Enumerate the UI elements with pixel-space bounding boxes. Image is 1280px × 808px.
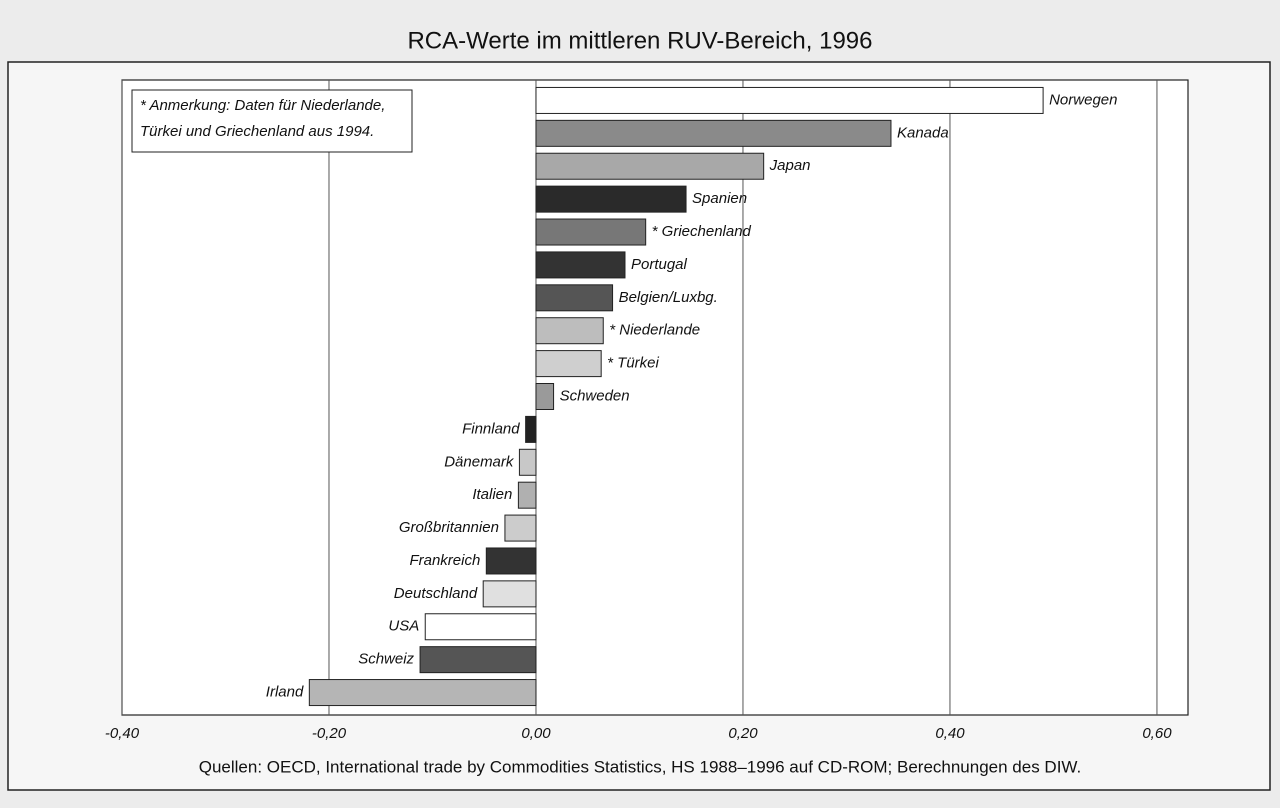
- bar-label: * Griechenland: [652, 223, 752, 240]
- bar-label: Deutschland: [394, 585, 478, 602]
- bar: [482, 580, 537, 608]
- source: Quellen: OECD, International trade by Co…: [199, 757, 1082, 776]
- x-tick-label: 0,20: [728, 725, 758, 742]
- bar-label: Spanien: [692, 190, 747, 207]
- bar: [535, 317, 604, 345]
- bar: [535, 119, 892, 147]
- bar: [308, 679, 537, 707]
- bar-label: Italien: [472, 486, 512, 503]
- x-tick-label: 0,60: [1142, 725, 1172, 742]
- bar-label: Großbritannien: [399, 519, 499, 536]
- annotation-box: [131, 89, 413, 153]
- bar: [535, 350, 602, 378]
- bar: [525, 415, 537, 443]
- annotation: Türkei und Griechenland aus 1994.: [140, 123, 374, 140]
- bar: [504, 514, 537, 542]
- x-tick-label: 0,40: [935, 725, 965, 742]
- bar: [485, 547, 537, 575]
- bar: [535, 284, 614, 312]
- chart-title: RCA-Werte im mittleren RUV-Bereich, 1996: [407, 27, 872, 54]
- bar: [535, 152, 765, 180]
- bar: [535, 218, 647, 246]
- bar-label: Kanada: [897, 124, 949, 141]
- bar-label: Schweiz: [358, 651, 414, 668]
- x-tick-label: -0,40: [105, 725, 140, 742]
- bar-label: Japan: [769, 157, 811, 174]
- bar-label: USA: [388, 618, 419, 635]
- bar-label: Portugal: [631, 256, 688, 273]
- bar-label: Frankreich: [409, 552, 480, 569]
- bar-label: Irland: [266, 684, 304, 701]
- bar: [517, 481, 537, 509]
- bar-label: Belgien/Luxbg.: [619, 289, 718, 306]
- bar: [518, 448, 537, 476]
- x-tick-label: 0,00: [521, 725, 551, 742]
- bar-label: * Niederlande: [609, 322, 700, 339]
- bar-label: Finnland: [462, 420, 520, 437]
- bar-label: Norwegen: [1049, 91, 1117, 108]
- bar: [419, 646, 537, 674]
- bar: [535, 86, 1044, 114]
- x-tick-label: -0,20: [312, 725, 347, 742]
- annotation: * Anmerkung: Daten für Niederlande,: [140, 97, 385, 114]
- bar: [535, 185, 687, 213]
- bar: [424, 613, 537, 641]
- bar: [535, 251, 626, 279]
- bar-label: Schweden: [560, 387, 630, 404]
- bar: [535, 383, 555, 410]
- bar-label: Dänemark: [444, 453, 515, 470]
- bar-label: * Türkei: [607, 355, 659, 372]
